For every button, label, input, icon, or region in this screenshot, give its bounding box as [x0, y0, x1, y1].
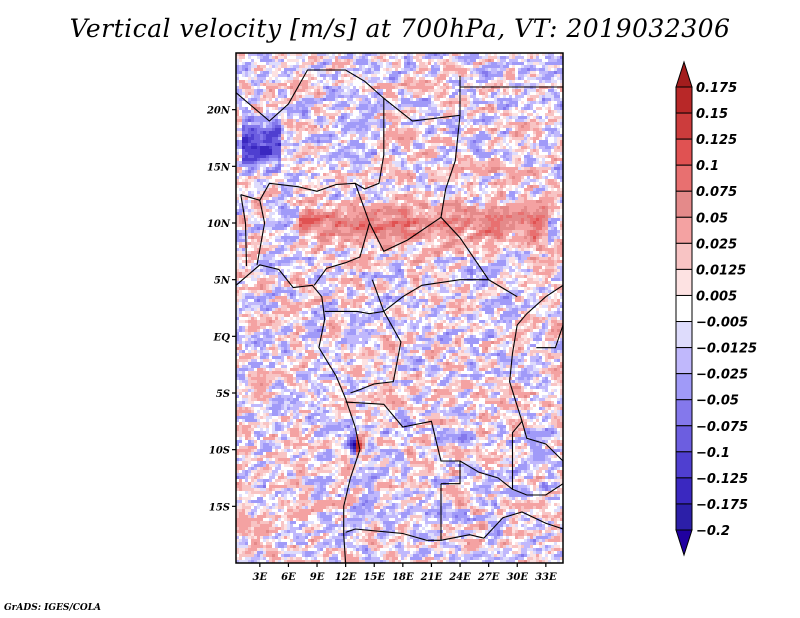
- border-line: [459, 284, 563, 491]
- border-line: [512, 483, 563, 496]
- x-tick-label: 33E: [535, 572, 557, 583]
- map-frame: [235, 52, 564, 564]
- y-tick-label: 20N: [206, 106, 231, 117]
- colorbar-swatch: [675, 294, 693, 323]
- border-line: [521, 421, 563, 462]
- colorbar-label: −0.175: [696, 498, 748, 513]
- colorbar-label: 0.025: [696, 237, 737, 252]
- colorbar-swatch: [675, 268, 693, 296]
- x-tick-label: 6E: [281, 572, 296, 583]
- y-tick-label: 5N: [214, 276, 231, 287]
- colorbar-swatch: [675, 477, 693, 505]
- y-tick-label: 15N: [207, 162, 231, 173]
- y-tick-label: 5S: [216, 389, 230, 400]
- colorbar-label: −0.125: [696, 472, 748, 487]
- colorbar-swatch: [675, 425, 693, 453]
- x-tick-label: 12E: [335, 572, 357, 583]
- colorbar-label: 0.005: [696, 289, 737, 304]
- colorbar-label: −0.025: [696, 368, 748, 383]
- x-tick-label: 9E: [310, 572, 325, 583]
- colorbar-swatch: [675, 216, 693, 244]
- border-line: [256, 200, 266, 265]
- colorbar-label: −0.005: [696, 316, 748, 331]
- colorbar-arrow-top: [675, 60, 693, 88]
- colorbar-swatch: [675, 399, 693, 427]
- map-plot-area: [236, 53, 563, 563]
- country-borders: [236, 69, 563, 563]
- colorbar-swatch: [675, 138, 693, 166]
- border-line: [371, 279, 489, 313]
- colorbar-swatch: [675, 503, 693, 531]
- colorbar-label: 0.0125: [696, 263, 746, 278]
- colorbar-swatch: [675, 321, 693, 349]
- border-line: [324, 310, 402, 394]
- colorbar-label: −0.075: [696, 420, 748, 435]
- colorbar-label: 0.125: [696, 133, 737, 148]
- border-line: [236, 264, 361, 563]
- colorbar-label: −0.05: [696, 394, 739, 409]
- colorbar-label: −0.0125: [696, 342, 757, 357]
- y-tick-label: 10N: [207, 219, 231, 230]
- y-tick-label: 15S: [209, 502, 230, 513]
- colorbar-label: 0.075: [696, 185, 737, 200]
- x-tick-label: 15E: [363, 572, 385, 583]
- border-line: [345, 483, 442, 541]
- colorbar-swatch: [675, 112, 693, 140]
- colorbar-label: 0.05: [696, 211, 728, 226]
- border-line: [383, 75, 461, 122]
- colorbar-arrow-bottom: [675, 529, 693, 557]
- x-axis: 3E 6E 9E 12E 15E 18E 21E 24E 27E 30E 33E: [253, 563, 557, 583]
- colorbar-label: −0.2: [696, 524, 730, 539]
- colorbar-swatch: [675, 373, 693, 401]
- colorbar: 0.175 0.15 0.125 0.1 0.075 0.05 0.025 0.0125 0.0…: [675, 60, 757, 557]
- x-tick-label: 27E: [477, 572, 500, 583]
- colorbar-swatch: [675, 242, 693, 270]
- colorbar-label: 0.1: [696, 159, 719, 174]
- y-tick-label: 10S: [209, 446, 230, 457]
- border-line: [313, 183, 371, 286]
- x-tick-label: 24E: [448, 572, 471, 583]
- x-tick-label: 21E: [420, 572, 443, 583]
- y-axis: 20N 15N 10N 5N EQ 5S 10S 15S: [206, 106, 236, 513]
- border-line: [345, 401, 461, 485]
- y-tick-label: EQ: [213, 332, 231, 343]
- chart-title: Vertical velocity [m/s] at 700hPa, VT: 2…: [69, 14, 731, 43]
- x-tick-label: 3E: [253, 572, 268, 583]
- colorbar-swatch: [675, 451, 693, 479]
- border-line: [240, 194, 248, 267]
- colorbar-label: 0.15: [696, 107, 728, 122]
- colorbar-swatch: [675, 190, 693, 218]
- colorbar-swatch: [675, 86, 693, 114]
- border-line: [536, 324, 563, 349]
- border-line: [236, 69, 385, 201]
- colorbar-swatch: [675, 347, 693, 375]
- colorbar-swatch: [675, 164, 693, 192]
- x-tick-label: 30E: [506, 572, 528, 583]
- border-line: [440, 511, 563, 541]
- colorbar-label: 0.175: [696, 81, 737, 96]
- grads-credit: GrADS: IGES/COLA: [4, 603, 102, 613]
- border-line: [369, 216, 442, 253]
- x-tick-label: 18E: [392, 572, 414, 583]
- colorbar-label: −0.1: [696, 446, 730, 461]
